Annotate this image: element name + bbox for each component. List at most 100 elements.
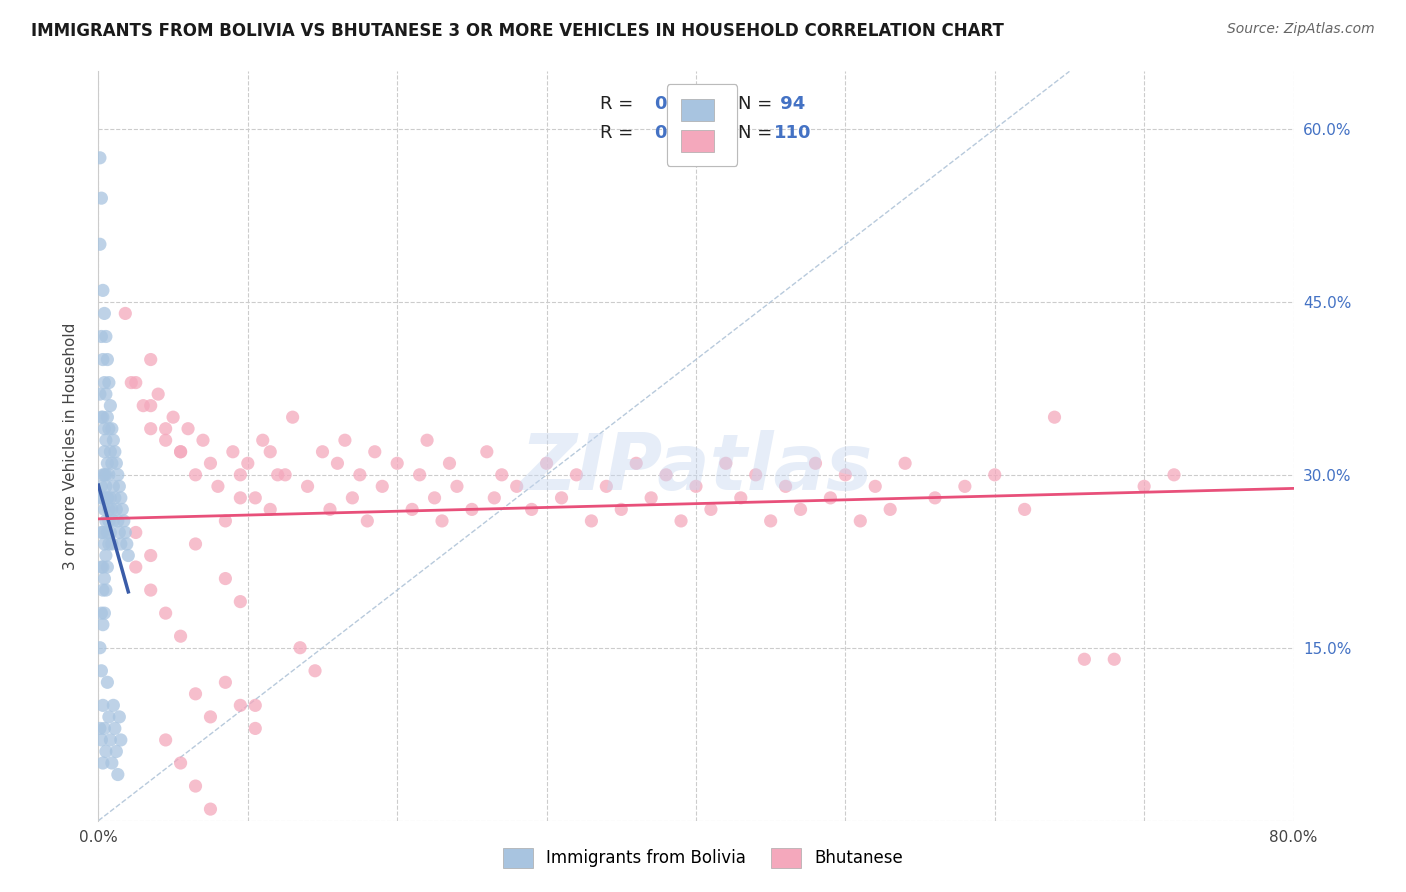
Point — [132, 399, 155, 413]
Point — [91, 756, 114, 770]
Point — [94, 549, 117, 563]
Point — [148, 387, 170, 401]
Point — [155, 422, 177, 436]
Point — [610, 502, 633, 516]
Point — [214, 675, 236, 690]
Point — [439, 456, 461, 470]
Point — [105, 744, 128, 758]
Point — [125, 525, 148, 540]
Point — [89, 722, 111, 736]
Point — [245, 722, 267, 736]
Point — [364, 444, 387, 458]
Point — [91, 698, 114, 713]
Point — [94, 583, 117, 598]
Point — [536, 456, 558, 470]
Point — [297, 479, 319, 493]
Point — [97, 376, 120, 390]
Point — [91, 617, 114, 632]
Point — [423, 491, 446, 505]
Point — [371, 479, 394, 493]
Point — [184, 467, 207, 482]
Point — [714, 456, 737, 470]
Point — [96, 352, 118, 367]
Point — [953, 479, 976, 493]
Point — [108, 525, 131, 540]
Text: 94: 94 — [773, 95, 804, 113]
Point — [110, 537, 132, 551]
Point — [430, 514, 453, 528]
Point — [89, 151, 111, 165]
Point — [333, 434, 356, 448]
Text: 110: 110 — [773, 124, 811, 142]
Point — [108, 710, 131, 724]
Point — [304, 664, 326, 678]
Point — [319, 502, 342, 516]
Point — [96, 491, 118, 505]
Point — [111, 502, 134, 516]
Point — [97, 514, 120, 528]
Point — [90, 329, 112, 343]
Point — [91, 467, 114, 482]
Text: R =: R = — [600, 95, 640, 113]
Point — [461, 502, 484, 516]
Point — [94, 514, 117, 528]
Point — [288, 640, 311, 655]
Point — [245, 698, 267, 713]
Point — [139, 399, 162, 413]
Text: Source: ZipAtlas.com: Source: ZipAtlas.com — [1227, 22, 1375, 37]
Point — [229, 467, 252, 482]
Point — [581, 514, 603, 528]
Point — [200, 456, 222, 470]
Text: 0.059: 0.059 — [654, 124, 711, 142]
Point — [879, 502, 901, 516]
Point — [90, 560, 112, 574]
Point — [101, 422, 124, 436]
Point — [207, 479, 229, 493]
Point — [349, 467, 371, 482]
Point — [91, 583, 114, 598]
Point — [789, 502, 811, 516]
Point — [214, 572, 236, 586]
Point — [107, 467, 129, 482]
Point — [626, 456, 648, 470]
Text: IMMIGRANTS FROM BOLIVIA VS BHUTANESE 3 OR MORE VEHICLES IN HOUSEHOLD CORRELATION: IMMIGRANTS FROM BOLIVIA VS BHUTANESE 3 O… — [31, 22, 1004, 40]
Point — [91, 352, 114, 367]
Point — [107, 514, 129, 528]
Text: 0.389: 0.389 — [654, 95, 711, 113]
Point — [93, 467, 115, 482]
Point — [229, 698, 252, 713]
Point — [259, 444, 281, 458]
Point — [96, 675, 118, 690]
Point — [229, 594, 252, 608]
Point — [91, 525, 114, 540]
Point — [104, 444, 127, 458]
Point — [565, 467, 588, 482]
Point — [177, 422, 200, 436]
Point — [274, 467, 297, 482]
Point — [169, 629, 191, 643]
Point — [91, 284, 114, 298]
Point — [93, 422, 115, 436]
Point — [200, 710, 222, 724]
Point — [416, 434, 439, 448]
Point — [229, 491, 252, 505]
Point — [222, 444, 245, 458]
Point — [1014, 502, 1036, 516]
Legend: Immigrants from Bolivia, Bhutanese: Immigrants from Bolivia, Bhutanese — [496, 841, 910, 875]
Text: N =: N = — [738, 95, 778, 113]
Point — [125, 376, 148, 390]
Point — [96, 491, 118, 505]
Point — [259, 502, 281, 516]
Point — [97, 537, 120, 551]
Point — [93, 306, 115, 320]
Point — [93, 722, 115, 736]
Point — [97, 710, 120, 724]
Point — [139, 352, 162, 367]
Point — [342, 491, 364, 505]
Point — [97, 422, 120, 436]
Point — [91, 560, 114, 574]
Point — [90, 606, 112, 620]
Point — [184, 779, 207, 793]
Text: R =: R = — [600, 124, 640, 142]
Point — [105, 502, 128, 516]
